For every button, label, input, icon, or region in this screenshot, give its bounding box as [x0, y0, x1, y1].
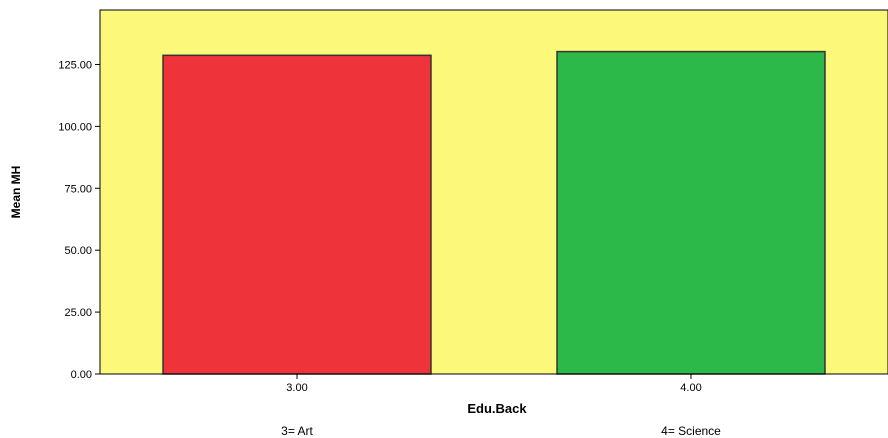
x-tick-label: 4.00 — [680, 382, 701, 394]
y-tick-label: 50.00 — [64, 245, 92, 257]
bar-1 — [162, 54, 432, 375]
y-tick-label: 25.00 — [64, 307, 92, 319]
category-note: 3= Art — [281, 424, 313, 438]
category-notes: 3= Art 4= Science — [281, 424, 721, 438]
y-axis: 0.00 25.00 50.00 75.00 100.00 125.00 — [58, 10, 101, 381]
x-tick-label: 3.00 — [286, 382, 307, 394]
category-note: 4= Science — [661, 424, 721, 438]
bar-2 — [556, 50, 826, 375]
y-tick-label: 100.00 — [58, 121, 92, 133]
x-axis-label: Edu.Back — [467, 401, 527, 416]
y-tick-label: 0.00 — [71, 369, 92, 381]
y-tick-label: 75.00 — [64, 183, 92, 195]
x-axis: 3.00 4.00 — [100, 373, 888, 394]
y-tick-label: 125.00 — [58, 59, 92, 71]
y-axis-label: Mean MH — [9, 166, 23, 219]
